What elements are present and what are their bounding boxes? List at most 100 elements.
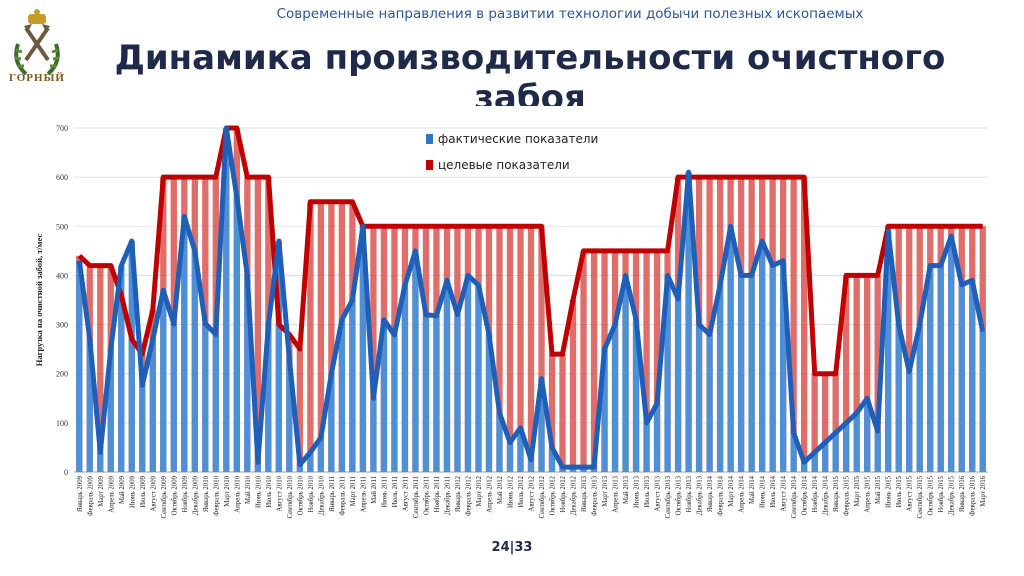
x-tick-label: Апрель 2010 — [234, 475, 241, 512]
y-tick-label: 300 — [56, 321, 68, 330]
fact-bar — [265, 324, 272, 472]
logo-text: ГОРНЫЙ — [9, 72, 65, 84]
fact-bar — [758, 241, 766, 472]
target-bar — [538, 226, 545, 472]
x-tick-label: Апрель 2015 — [865, 475, 872, 512]
x-tick-label: Апрель 2013 — [613, 475, 620, 512]
fact-bar — [223, 128, 230, 472]
y-tick-label: 200 — [56, 370, 68, 379]
x-tick-label: Ноябрь 2011 — [434, 476, 441, 512]
target-bar — [832, 373, 839, 472]
x-tick-label: Сентябрь 2012 — [539, 475, 546, 518]
fact-bar — [338, 319, 346, 472]
x-tick-label: Январь 2012 — [455, 475, 462, 512]
fact-bar — [601, 349, 608, 472]
x-tick-label: Декабрь 2014 — [823, 475, 830, 515]
x-tick-label: Август 2014 — [781, 475, 788, 511]
target-bar — [496, 226, 503, 472]
x-tick-label: Январь 2014 — [707, 475, 714, 512]
fact-bar — [370, 398, 377, 472]
x-tick-label: Февраль 2010 — [213, 475, 220, 515]
x-tick-label: Март 2012 — [476, 475, 483, 506]
x-tick-label: Апрель 2011 — [360, 476, 367, 513]
fact-bar — [107, 349, 114, 472]
x-tick-label: Июнь 2014 — [760, 475, 767, 508]
x-tick-label: Апрель 2012 — [487, 475, 494, 512]
y-tick-label: 0 — [64, 468, 68, 477]
legend-fact-label: фактические показатели — [438, 132, 598, 146]
fact-bar — [128, 241, 135, 472]
fact-bar — [979, 331, 986, 472]
legend-fact-swatch — [426, 134, 433, 144]
fact-bar — [538, 378, 545, 472]
fact-bar — [716, 285, 724, 472]
x-tick-label: Июнь 2013 — [634, 475, 641, 508]
x-tick-label: Апрель 2014 — [739, 475, 746, 512]
target-bar — [822, 373, 829, 472]
fact-bar — [359, 226, 367, 472]
fact-bar — [622, 275, 629, 472]
x-tick-label: Февраль 2009 — [87, 475, 94, 515]
target-bar — [328, 201, 335, 472]
x-tick-label: Май 2014 — [749, 475, 756, 504]
x-tick-label: Июль 2010 — [266, 475, 273, 507]
x-tick-label: Март 2009 — [98, 475, 105, 506]
target-bar — [653, 250, 661, 472]
x-tick-label: Январь 2010 — [203, 475, 210, 512]
x-tick-label: Ноябрь 2012 — [560, 475, 567, 512]
x-tick-label: Август 2009 — [150, 475, 157, 511]
x-tick-label: Декабрь 2013 — [697, 475, 704, 515]
x-tick-label: Март 2016 — [980, 475, 987, 506]
fact-bar — [464, 275, 472, 472]
fact-bar — [548, 447, 556, 472]
fact-bar — [496, 413, 503, 472]
fact-bar — [244, 275, 251, 472]
x-tick-label: Сентябрь 2009 — [161, 475, 168, 518]
x-tick-label: Май 2009 — [119, 475, 126, 504]
fact-bar — [874, 431, 881, 472]
target-bar — [580, 250, 587, 472]
fact-bar — [811, 452, 818, 472]
x-tick-label: Октябрь 2012 — [550, 475, 557, 515]
y-tick-label: 600 — [56, 173, 68, 182]
y-tick-label: 400 — [56, 271, 68, 280]
fact-bar — [695, 324, 703, 472]
target-bar — [548, 354, 556, 472]
x-tick-label: Октябрь 2014 — [802, 475, 809, 515]
target-bar — [317, 201, 325, 472]
fact-bar — [822, 442, 829, 472]
fact-bar — [139, 385, 146, 472]
target-bar — [800, 177, 808, 472]
fact-bar — [916, 324, 923, 472]
legend-target-label: целевые показатели — [438, 158, 570, 172]
target-bar — [97, 265, 104, 472]
x-tick-label: Сентябрь 2011 — [413, 476, 420, 518]
x-tick-label: Январь 2011 — [329, 476, 336, 512]
fact-line — [76, 125, 986, 470]
x-tick-label: Июль 2012 — [518, 475, 525, 507]
x-tick-label: Ноябрь 2010 — [308, 475, 315, 512]
fact-bar — [895, 324, 902, 472]
x-tick-label: Март 2010 — [224, 475, 231, 506]
target-bar — [843, 275, 850, 472]
x-tick-label: Январь 2009 — [77, 475, 84, 512]
fact-bar — [233, 196, 240, 473]
fact-bar — [927, 265, 934, 472]
x-tick-label: Октябрь 2009 — [171, 475, 178, 515]
target-bar — [811, 373, 818, 472]
x-tick-label: Ноябрь 2014 — [812, 475, 819, 512]
x-tick-label: Июнь 2015 — [886, 475, 893, 508]
y-tick-label: 500 — [56, 222, 68, 231]
x-tick-label: Декабрь 2011 — [445, 476, 452, 515]
university-logo — [14, 9, 60, 76]
x-tick-label: Сентябрь 2010 — [287, 475, 294, 518]
target-bar — [590, 250, 598, 472]
fact-bar — [412, 250, 419, 472]
x-tick-label: Май 2010 — [245, 475, 252, 504]
fact-bar — [149, 339, 156, 472]
fact-bar — [885, 231, 892, 472]
x-tick-label: Ноябрь 2009 — [182, 475, 189, 512]
x-tick-label: Октябрь 2013 — [676, 475, 683, 515]
x-tick-label: Июнь 2009 — [129, 475, 136, 508]
x-tick-label: Февраль 2015 — [844, 475, 851, 515]
